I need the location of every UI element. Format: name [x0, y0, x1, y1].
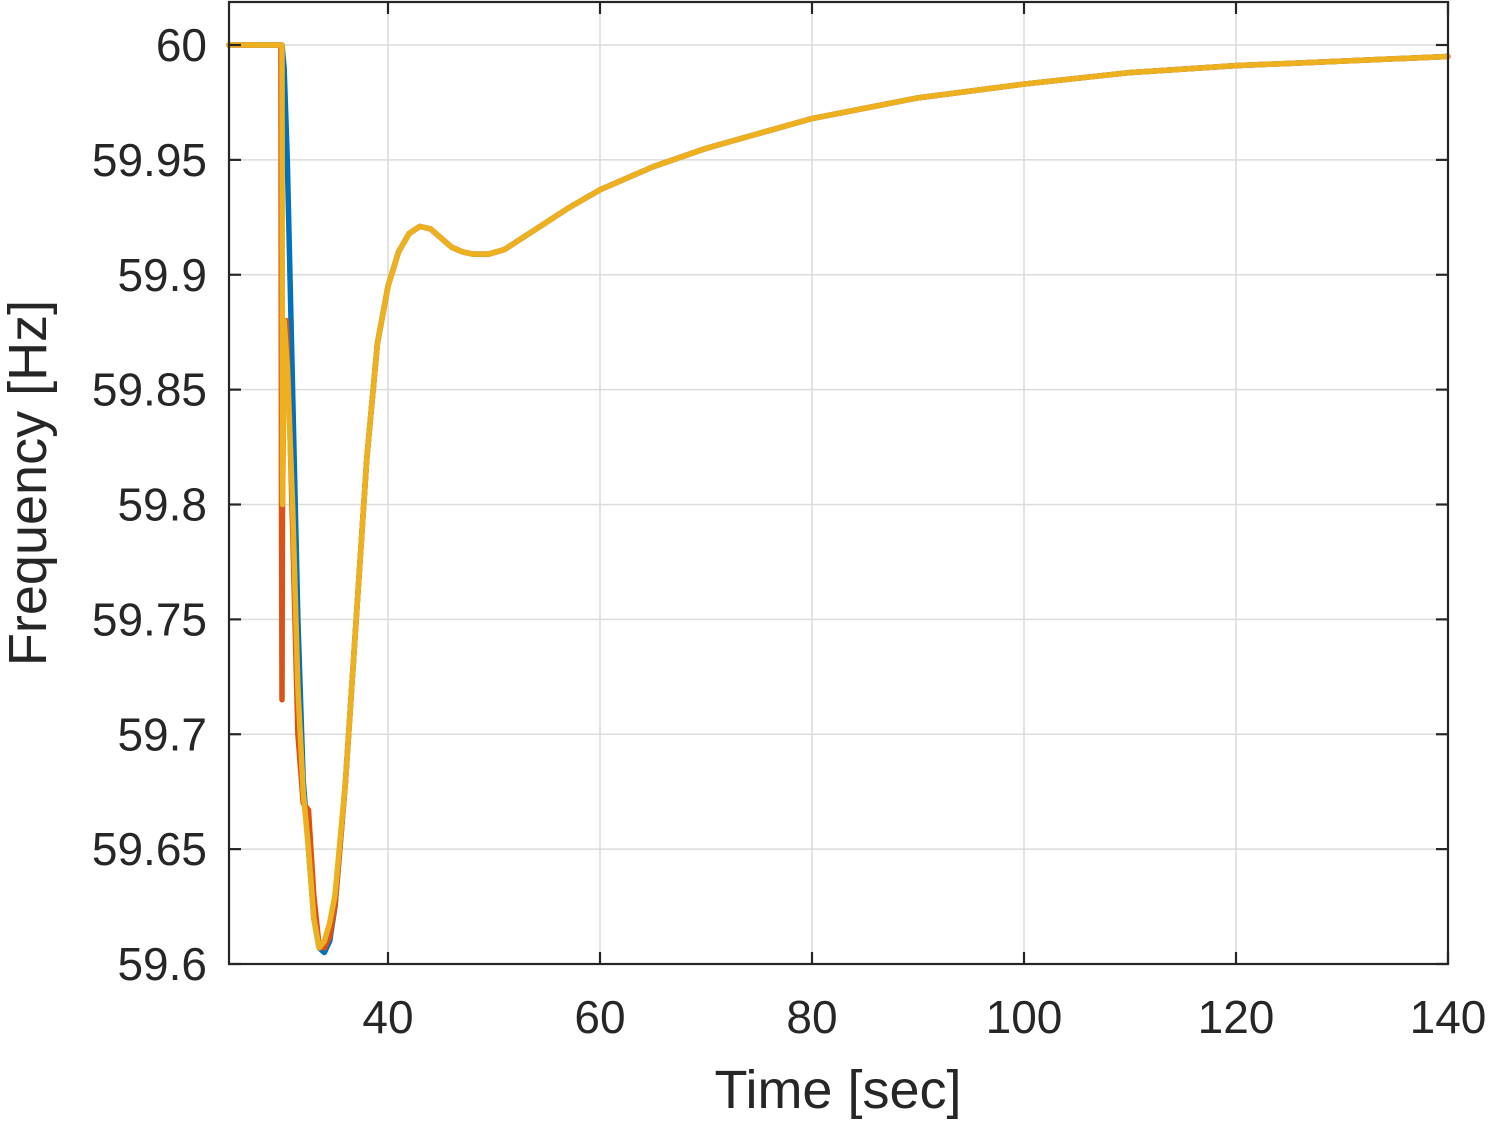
x-tick-label: 60: [574, 991, 625, 1043]
x-tick-label: 100: [986, 991, 1063, 1043]
y-axis-label: Frequency [Hz]: [0, 300, 58, 666]
y-tick-label: 59.75: [92, 593, 207, 645]
x-tick-label: 80: [786, 991, 837, 1043]
series-layer: [226, 42, 1451, 956]
y-tick-label: 59.65: [92, 823, 207, 875]
x-axis-label: Time [sec]: [714, 1060, 961, 1120]
x-axis-ticks: 40 60 80 100 120 140: [362, 2, 1486, 1043]
axes-frame: [227, 0, 1450, 966]
y-tick-label: 60: [156, 19, 207, 71]
y-tick-label: 59.85: [92, 364, 207, 416]
y-tick-label: 59.8: [117, 479, 207, 531]
y-tick-label: 59.6: [117, 938, 207, 990]
grid-lines: [229, 2, 1448, 964]
x-tick-label: 40: [362, 991, 413, 1043]
y-tick-label: 59.7: [117, 708, 207, 760]
series-line-3: [226, 42, 1451, 951]
y-tick-label: 59.9: [117, 249, 207, 301]
x-tick-label: 120: [1198, 991, 1275, 1043]
y-tick-label: 59.95: [92, 134, 207, 186]
y-axis-ticks: 59.6 59.65 59.7 59.75 59.8 59.85 59.9 59.95 60: [92, 19, 1448, 990]
plot-area: [229, 2, 1448, 964]
x-tick-label: 140: [1410, 991, 1487, 1043]
